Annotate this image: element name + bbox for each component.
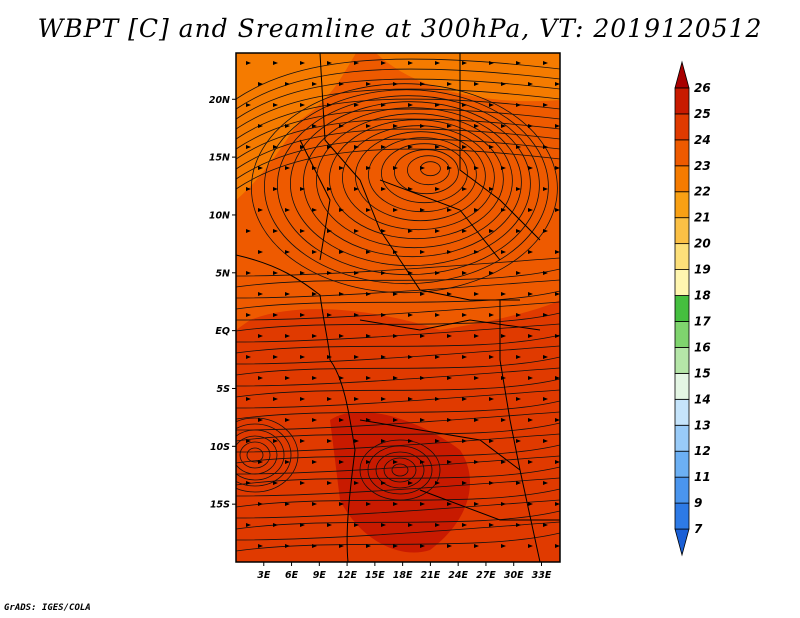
colorbar-label: 15 [694, 366, 711, 380]
colorbar-label: 20 [694, 237, 711, 251]
colorbar-label: 21 [694, 211, 711, 225]
lon-tick-label: 33E [532, 570, 552, 581]
lon-tick-label: 6E [285, 570, 299, 581]
colorbar-segment [674, 347, 690, 374]
lat-tick-label: 5S [217, 384, 231, 395]
colorbar-label: 9 [694, 496, 702, 510]
colorbar-segment [674, 450, 690, 478]
colorbar: 7 9 11 12 13 14 15 16 17 18 19 20 21 22 23 24 25 26 [674, 60, 711, 557]
chart-title: WBPT [C] and Sreamline at 300hPa, VT: 20… [37, 14, 763, 43]
lon-tick-label: 24E [448, 570, 468, 581]
lon-tick-label: 3E [257, 570, 271, 581]
colorbar-segment [674, 217, 690, 245]
lat-tick-label: 15N [209, 153, 230, 164]
colorbar-segment [674, 165, 690, 193]
colorbar-label: 7 [694, 522, 703, 536]
colorbar-segment [674, 191, 690, 219]
lon-tick-label: 21E [421, 570, 441, 581]
axis-ticks: 3E 6E 9E 12E 15E 18E 21E 24E 27E 30E 33E 20N 15N 10N 5… [209, 95, 552, 581]
colorbar-segment [674, 372, 690, 400]
colorbar-segment [674, 476, 690, 504]
colorbar-label: 26 [694, 81, 711, 95]
colorbar-segment [674, 321, 690, 348]
colorbar-segment [674, 243, 690, 270]
lat-tick-label: EQ [215, 326, 230, 337]
lat-tick-label: 10S [210, 442, 230, 453]
colorbar-label: 11 [694, 470, 711, 484]
colorbar-label: 17 [694, 314, 711, 328]
colorbar-label: 24 [694, 133, 711, 147]
colorbar-label: 14 [694, 392, 711, 406]
colorbar-label: 16 [694, 340, 711, 354]
country-borders [236, 53, 560, 562]
lon-tick-label: 18E [393, 570, 413, 581]
colorbar-segment [674, 424, 690, 452]
colorbar-segment [674, 269, 690, 296]
lat-tick-label: 15S [210, 500, 230, 511]
colorbar-label: 18 [694, 289, 711, 303]
colorbar-segment [674, 60, 690, 89]
lon-tick-label: 30E [504, 570, 524, 581]
colorbar-label: 23 [694, 159, 711, 173]
colorbar-segment [674, 87, 690, 115]
colorbar-segment [674, 113, 690, 141]
colorbar-segment [674, 398, 690, 426]
lat-tick-label: 10N [209, 210, 230, 221]
colorbar-label: 12 [694, 444, 711, 458]
colorbar-label: 13 [694, 418, 711, 432]
map-frame [235, 52, 561, 563]
colorbar-segment [674, 502, 690, 530]
lat-tick-label: 20N [209, 95, 230, 106]
lon-tick-label: 15E [365, 570, 385, 581]
lon-tick-label: 9E [313, 570, 327, 581]
colorbar-label: 22 [694, 185, 711, 199]
grads-credit: GrADS: IGES/COLA [4, 603, 91, 613]
colorbar-segment [674, 295, 690, 322]
lat-tick-label: 5N [215, 268, 230, 279]
colorbar-label: 19 [694, 263, 711, 277]
colorbar-segment [674, 139, 690, 167]
lon-tick-label: 27E [476, 570, 496, 581]
colorbar-label: 25 [694, 107, 711, 121]
lon-tick-label: 12E [337, 570, 357, 581]
colorbar-segment [674, 528, 690, 557]
